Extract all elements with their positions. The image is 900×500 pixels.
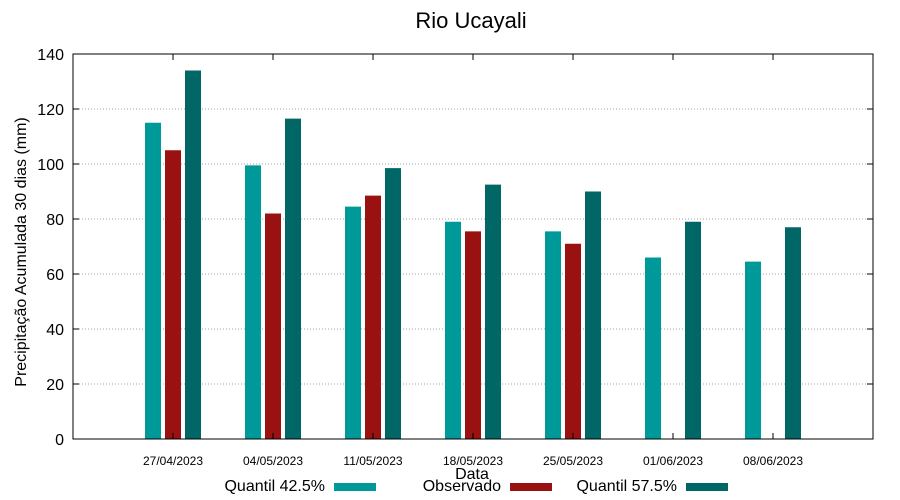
bar-observado (165, 150, 181, 439)
x-tick-label: 11/05/2023 (343, 454, 402, 468)
bar-quantil-42-5 (445, 221, 461, 439)
bar-quantil-42-5 (145, 122, 161, 439)
x-tick-label: 08/06/2023 (743, 454, 803, 468)
bar-observado (465, 231, 481, 439)
legend-label: Quantil 57.5% (576, 478, 677, 495)
y-tick-label: 100 (37, 157, 64, 174)
x-tick-label: 18/05/2023 (443, 454, 503, 468)
y-tick-label: 80 (46, 212, 64, 229)
y-tick-label: 40 (46, 322, 64, 339)
y-axis-label: Precipitação Acumulada 30 dias (mm) (13, 117, 30, 386)
bar-quantil-57-5 (285, 118, 301, 439)
y-tick-label: 140 (37, 47, 64, 64)
bar-quantil-42-5 (545, 231, 561, 439)
x-tick-label: 04/05/2023 (243, 454, 303, 468)
bar-quantil-57-5 (185, 70, 201, 439)
y-tick-label: 60 (46, 267, 64, 284)
legend-label: Observado (423, 478, 501, 495)
x-axis-ticks: 27/04/2023 04/05/2023 11/05/2023 18/05/2023… (143, 54, 803, 468)
bar-quantil-57-5 (685, 221, 701, 439)
legend: Quantil 42.5% Observado Quantil 57.5% (224, 478, 728, 495)
bar-quantil-42-5 (245, 165, 261, 439)
bar-quantil-42-5 (645, 257, 661, 439)
y-tick-label: 0 (55, 432, 64, 449)
bar-quantil-57-5 (785, 227, 801, 439)
bar-quantil-42-5 (345, 206, 361, 439)
y-tick-label: 120 (37, 102, 64, 119)
bars (145, 70, 801, 439)
bar-quantil-57-5 (485, 184, 501, 439)
bar-observado (265, 213, 281, 439)
bar-quantil-57-5 (585, 191, 601, 439)
x-tick-label: 01/06/2023 (643, 454, 703, 468)
legend-swatch (510, 483, 552, 491)
legend-swatch (686, 483, 728, 491)
bar-quantil-57-5 (385, 168, 401, 439)
bar-quantil-42-5 (745, 261, 761, 439)
bar-observado (365, 195, 381, 439)
bar-observado (565, 243, 581, 439)
x-axis-label: Data (455, 466, 489, 483)
legend-swatch (334, 483, 376, 491)
legend-label: Quantil 42.5% (224, 478, 325, 495)
y-tick-label: 20 (46, 377, 64, 394)
chart-title: Rio Ucayali (415, 8, 526, 33)
x-tick-label: 27/04/2023 (143, 454, 203, 468)
y-axis-ticks: 0 20 40 60 80 100 120 140 (37, 47, 873, 449)
x-tick-label: 25/05/2023 (543, 454, 603, 468)
